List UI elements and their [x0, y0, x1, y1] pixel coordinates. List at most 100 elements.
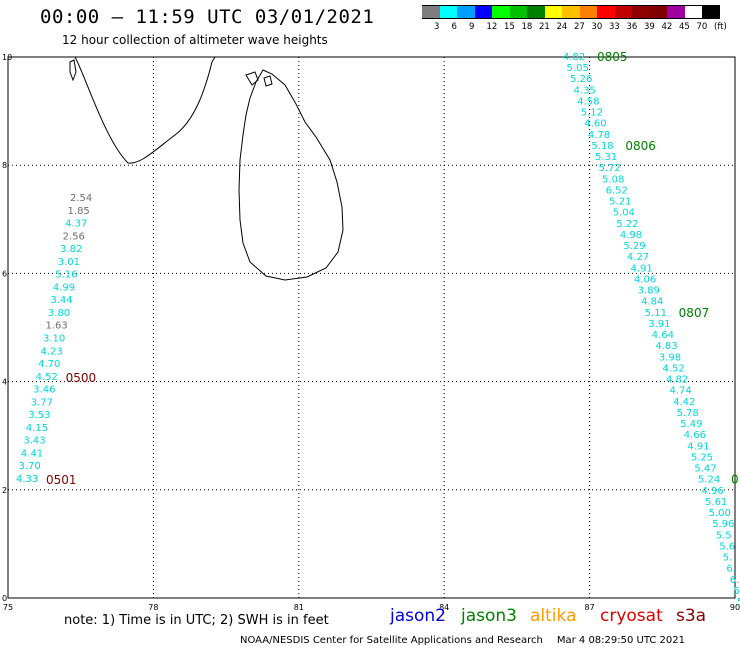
x-tick-label: 78: [148, 603, 158, 610]
scale-label: 15: [504, 22, 515, 32]
x-tick-label: 75: [3, 603, 13, 610]
scale-swatch: [562, 5, 580, 19]
swh-value: 4.91: [687, 441, 709, 452]
scale-swatch: [597, 5, 615, 19]
scale-label: 12: [486, 22, 498, 32]
time-label: 0: [731, 473, 739, 487]
y-tick-label: 10: [2, 53, 12, 62]
swh-value: 4.99: [53, 282, 75, 293]
swh-value: 4.98: [620, 230, 642, 241]
scale-swatch: [439, 5, 457, 19]
swh-value: 4.96: [701, 486, 723, 497]
scale-swatch: [649, 5, 667, 19]
swh-value: 3.91: [648, 319, 670, 330]
swh-value: 5.61: [705, 497, 727, 508]
swh-value: 5.04: [613, 208, 635, 219]
x-tick-label: 90: [730, 603, 740, 610]
coastline: [69, 56, 344, 281]
scale-label: 18: [521, 22, 533, 32]
scale-label: 6: [451, 22, 457, 32]
swh-value: 4.41: [21, 448, 43, 459]
scale-swatch: [632, 5, 650, 19]
legend-altika: altika: [530, 606, 577, 626]
swh-value: 4.82: [666, 375, 688, 386]
time-label: 0501: [46, 473, 77, 487]
swh-value: 6.52: [606, 185, 628, 196]
swh-value: 3.44: [50, 295, 72, 306]
swh-value: 4.37: [65, 219, 87, 230]
scale-swatch: [492, 5, 510, 19]
scale-label: 36: [626, 22, 638, 32]
scale-label: 70: [696, 22, 708, 32]
x-tick-label: 81: [294, 603, 304, 610]
swh-value: 3.46: [33, 385, 55, 396]
y-tick-label: 4: [2, 378, 7, 387]
scale-swatch: [509, 5, 527, 19]
swh-value: 6.: [730, 575, 740, 586]
swh-value: 5.22: [616, 219, 638, 230]
scale-swatch: [614, 5, 632, 19]
scale-label: 21: [539, 22, 550, 32]
scale-label: 30: [591, 22, 603, 32]
swh-value: 5.08: [602, 174, 624, 185]
scale-label: 27: [574, 22, 585, 32]
scale-swatch: [667, 5, 685, 19]
map-frame: [7, 56, 736, 599]
swh-value: 5.: [737, 597, 740, 608]
footer-timestamp: Mar 4 08:29:50 UTC 2021: [556, 635, 685, 646]
swh-value: 5.00: [709, 508, 731, 519]
swh-value: 4.84: [641, 297, 663, 308]
swh-value: 3.10: [43, 334, 65, 345]
footer: NOAA/NESDIS Center for Satellite Applica…: [240, 635, 685, 646]
y-tick-label: 8: [2, 161, 7, 170]
scale-label: 9: [469, 22, 475, 32]
time-label: 0500: [66, 371, 97, 385]
swh-value: 4.60: [584, 119, 606, 130]
scale-swatch: [684, 5, 702, 19]
swh-value: 4.78: [588, 130, 610, 141]
swh-value: 4.70: [38, 359, 60, 370]
scale-swatch: [527, 5, 545, 19]
swh-value: 3.43: [23, 436, 45, 447]
swh-value: 5.25: [691, 452, 713, 463]
legend-s3a: s3a: [676, 606, 707, 626]
y-tick-label: 2: [2, 486, 7, 495]
swh-value: 4.06: [634, 274, 656, 285]
scale-swatch: [544, 5, 562, 19]
sri-lanka-coast: [238, 69, 344, 281]
swh-value: 2.56: [63, 231, 85, 242]
scale-swatch: [702, 5, 720, 19]
scale-label: 33: [609, 22, 620, 32]
scale-swatch: [579, 5, 597, 19]
swh-value: 5.18: [591, 141, 613, 152]
swh-value: 3.01: [58, 257, 80, 268]
y-tick-label: 6: [2, 269, 7, 278]
swh-value: 3.53: [28, 410, 50, 421]
swh-value: 4.58: [577, 96, 599, 107]
swh-value: 2.54: [70, 193, 92, 204]
swh-value: 3.70: [18, 461, 40, 472]
swh-value: 4.91: [630, 263, 652, 274]
swh-value: 5.5: [716, 530, 732, 541]
swh-value: 5.96: [712, 519, 734, 530]
swh-value: 5.6: [719, 541, 735, 552]
swh-value: 4.33: [16, 474, 38, 485]
swh-value: 4.15: [26, 423, 48, 434]
swh-value: 5.: [723, 553, 733, 564]
swh-value: 5.11: [645, 308, 667, 319]
swh-value: 5.21: [609, 197, 631, 208]
swh-value: 5.05: [567, 63, 589, 74]
legend-cryosat: cryosat: [600, 606, 663, 626]
page-title: 00:00 – 11:59 UTC 03/01/2021: [40, 6, 375, 28]
scale-label: 45: [679, 22, 690, 32]
time-label: 0805: [597, 50, 628, 64]
scale-swatch: [474, 5, 492, 19]
page-subtitle: 12 hour collection of altimeter wave hei…: [62, 33, 328, 47]
scale-label: 39: [644, 22, 655, 32]
swh-value: 5.72: [599, 163, 621, 174]
swh-value: 4.52: [36, 372, 58, 383]
swh-value: 5.24: [698, 475, 720, 486]
swh-value: 5.29: [623, 241, 645, 252]
swh-value: 3.80: [48, 308, 70, 319]
axis-tick-labels: 75 78 81 84 87 90 0 2 4 6 8 10: [2, 53, 740, 610]
